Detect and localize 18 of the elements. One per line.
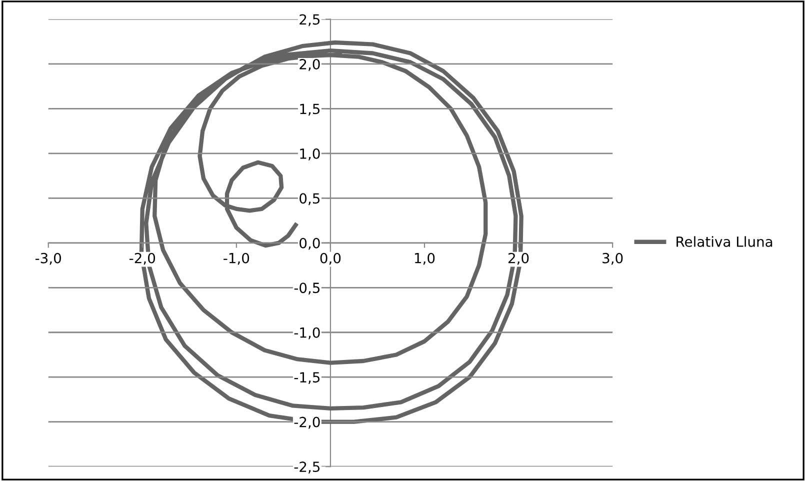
y-tick-label: 1,5 [300, 104, 320, 116]
x-tick-label: 1,0 [414, 252, 435, 265]
x-tick-label: -1,0 [224, 252, 250, 265]
y-tick-label: 2,5 [300, 14, 320, 26]
y-tick-label: 1,0 [300, 148, 320, 160]
x-tick-label: 3,0 [602, 252, 623, 265]
x-tick-label: -3,0 [35, 252, 61, 265]
y-tick-label: -0,5 [294, 282, 320, 295]
y-tick-label: -1,5 [294, 372, 320, 384]
x-tick-label: -2,0 [130, 252, 156, 265]
y-tick-label: -2,0 [294, 416, 320, 429]
x-tick-label: 0,0 [320, 252, 341, 265]
y-tick-label: -2,5 [294, 462, 320, 474]
y-tick-label: 0,0 [300, 238, 320, 250]
legend-label: Relativa Lluna [676, 236, 772, 247]
y-tick-label: 0,5 [300, 193, 320, 206]
y-tick-label: -1,0 [294, 327, 320, 340]
y-tick-label: 2,0 [300, 58, 320, 71]
